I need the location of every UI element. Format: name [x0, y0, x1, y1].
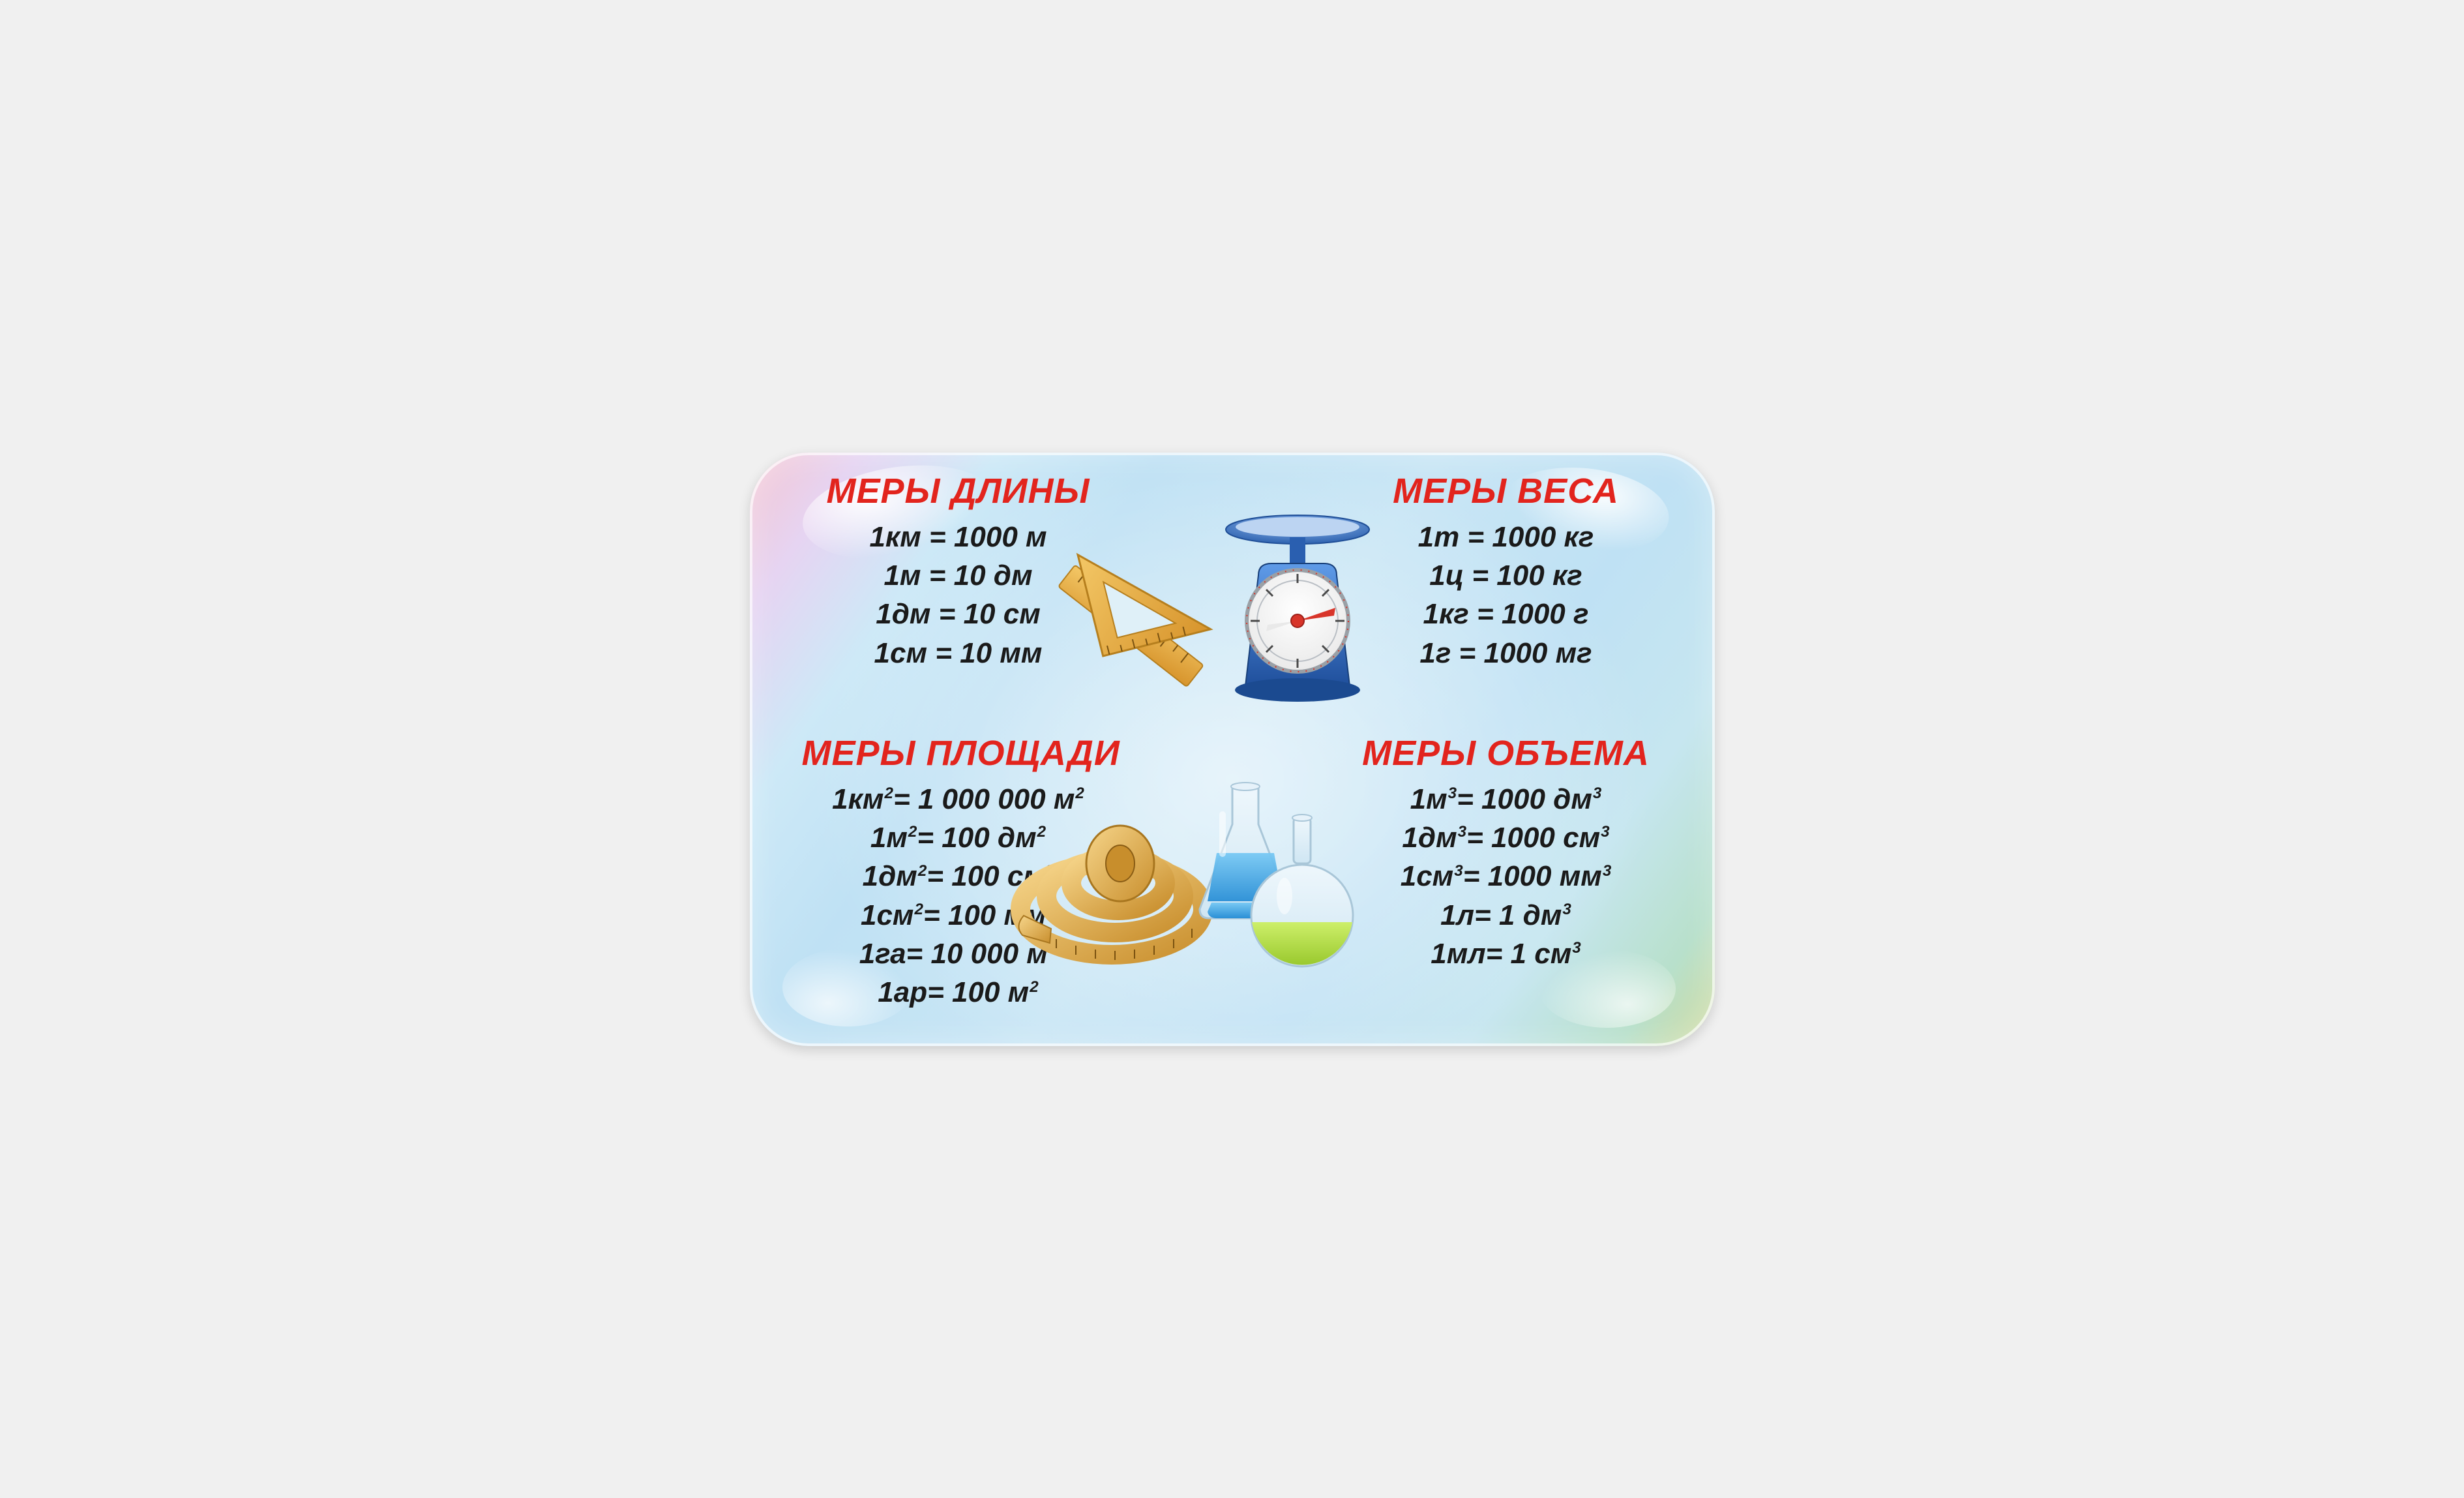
tape-measure-icon [1011, 798, 1219, 981]
section-weight: МЕРЫ ВЕСА 1т = 1000 кг1ц = 100 кг1кг = 1… [1369, 471, 1643, 673]
volume-lines: 1м3= 1000 дм31дм3= 1000 см31см3= 1000 мм… [1350, 780, 1663, 974]
unit-line: 1г = 1000 мг [1419, 634, 1592, 672]
flasks-icon [1193, 772, 1363, 974]
section-volume: МЕРЫ ОБЪЕМА 1м3= 1000 дм31дм3= 1000 см31… [1350, 733, 1663, 974]
unit-line: 1см3= 1000 мм3 [1401, 857, 1612, 895]
unit-line: 1дм = 10 см [876, 595, 1041, 633]
content: МЕРЫ ДЛИНЫ 1км = 1000 м1м = 10 дм1дм = 1… [750, 453, 1715, 1046]
unit-line: 1мл= 1 см3 [1431, 935, 1581, 973]
unit-line: 1см = 10 мм [874, 634, 1043, 672]
heading-length: МЕРЫ ДЛИНЫ [822, 471, 1095, 511]
units-card: МЕРЫ ДЛИНЫ 1км = 1000 м1м = 10 дм1дм = 1… [750, 453, 1715, 1046]
scale-icon [1206, 503, 1389, 712]
unit-line: 1кг = 1000 г [1423, 595, 1589, 633]
unit-line: 1л= 1 дм3 [1440, 896, 1571, 935]
unit-line: 1м = 10 дм [883, 556, 1032, 595]
heading-area: МЕРЫ ПЛОЩАДИ [802, 733, 1115, 773]
unit-line: 1м3= 1000 дм3 [1410, 780, 1602, 818]
unit-line: 1дм3= 1000 см3 [1402, 818, 1609, 857]
unit-line: 1ц = 100 кг [1429, 556, 1582, 595]
heading-weight: МЕРЫ ВЕСА [1369, 471, 1643, 511]
unit-line: 1км = 1000 м [869, 518, 1046, 556]
rulers-icon [1030, 515, 1232, 710]
heading-volume: МЕРЫ ОБЪЕМА [1350, 733, 1663, 773]
unit-line: 1т = 1000 кг [1418, 518, 1594, 556]
weight-lines: 1т = 1000 кг1ц = 100 кг1кг = 1000 г1г = … [1369, 518, 1643, 673]
